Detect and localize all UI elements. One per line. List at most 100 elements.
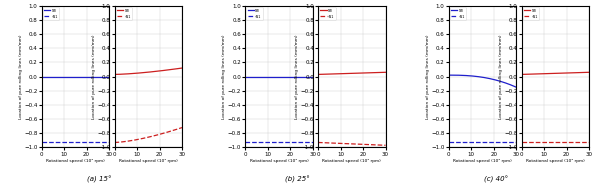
s₀ [518, 73, 525, 76]
·s₁ [518, 141, 525, 144]
Line: s₀: s₀ [318, 72, 386, 74]
·s₁ [105, 141, 112, 144]
Legend: s₀, ·s₁: s₀, ·s₁ [115, 7, 132, 20]
·s₁ [111, 141, 118, 144]
s₀ [371, 71, 378, 74]
Y-axis label: Location of pure rolling lines (mm/mm): Location of pure rolling lines (mm/mm) [223, 34, 226, 119]
s₀ [558, 72, 565, 74]
·s₁ [99, 141, 107, 144]
s₀ [518, 73, 525, 76]
·s₁ [558, 141, 565, 144]
s₀ [356, 72, 363, 74]
s₀ [38, 75, 45, 78]
s₀ [78, 75, 85, 78]
s₀ [79, 75, 86, 78]
Y-axis label: Location of pure rolling lines (mm/mm): Location of pure rolling lines (mm/mm) [92, 34, 96, 119]
s₀ [303, 75, 310, 78]
s₀ [315, 73, 322, 76]
Y-axis label: Location of pure rolling lines (mm/mm): Location of pure rolling lines (mm/mm) [295, 34, 299, 119]
s₀ [485, 77, 492, 80]
·s₁ [559, 141, 566, 144]
Legend: s₀, ·s₁: s₀, ·s₁ [450, 7, 466, 20]
s₀ [79, 75, 86, 78]
s₀ [152, 70, 159, 73]
s₀ [487, 77, 494, 80]
·s₁ [382, 144, 389, 146]
·s₁ [506, 141, 513, 144]
s₀ [283, 75, 290, 78]
s₀ [281, 75, 289, 78]
s₀ [282, 75, 289, 78]
·s₁ [281, 141, 289, 144]
·s₁ [575, 141, 582, 144]
s₀ [111, 73, 118, 76]
·s₁ [79, 141, 86, 144]
·s₁ [78, 141, 85, 144]
s₀ [506, 83, 513, 86]
·s₁ [585, 141, 593, 144]
s₀ [172, 68, 179, 70]
·s₁ [486, 141, 493, 144]
·s₁ [303, 141, 310, 144]
Text: (a) 15°: (a) 15° [87, 176, 111, 183]
·s₁ [95, 141, 102, 144]
·s₁ [371, 144, 378, 146]
X-axis label: Rotational speed (10² rpm): Rotational speed (10² rpm) [453, 159, 512, 163]
·s₁ [111, 141, 118, 144]
s₀ [375, 71, 383, 74]
·s₁ [315, 141, 322, 144]
Y-axis label: Location of pure rolling lines (mm/mm): Location of pure rolling lines (mm/mm) [18, 34, 23, 119]
·s₁ [485, 141, 492, 144]
X-axis label: Rotational speed (10² rpm): Rotational speed (10² rpm) [526, 159, 585, 163]
Text: (c) 40°: (c) 40° [484, 176, 508, 183]
s₀ [242, 75, 249, 78]
·s₁ [151, 135, 158, 137]
·s₁ [309, 141, 316, 144]
s₀ [99, 75, 107, 78]
s₀ [95, 75, 102, 78]
s₀ [502, 82, 509, 84]
s₀ [585, 71, 593, 74]
·s₁ [487, 141, 494, 144]
s₀ [168, 68, 175, 71]
·s₁ [355, 143, 362, 145]
·s₁ [168, 130, 175, 132]
s₀ [513, 86, 520, 88]
Legend: s₀, ·s₁: s₀, ·s₁ [522, 7, 539, 20]
·s₁ [282, 141, 289, 144]
Legend: s₀, ·s₁: s₀, ·s₁ [319, 7, 336, 20]
s₀ [105, 75, 112, 78]
·s₁ [79, 141, 86, 144]
·s₁ [178, 126, 186, 129]
·s₁ [38, 141, 45, 144]
s₀ [445, 74, 452, 76]
·s₁ [355, 143, 362, 145]
s₀ [178, 67, 186, 69]
s₀ [315, 73, 322, 76]
·s₁ [375, 144, 383, 146]
s₀ [355, 72, 362, 74]
Y-axis label: Location of pure rolling lines (mm/mm): Location of pure rolling lines (mm/mm) [499, 34, 503, 119]
·s₁ [445, 141, 452, 144]
·s₁ [242, 141, 249, 144]
s₀ [309, 75, 316, 78]
X-axis label: Rotational speed (10² rpm): Rotational speed (10² rpm) [249, 159, 308, 163]
·s₁ [518, 141, 525, 144]
X-axis label: Rotational speed (10² rpm): Rotational speed (10² rpm) [322, 159, 381, 163]
Line: ·s₁: ·s₁ [318, 143, 386, 145]
·s₁ [299, 141, 306, 144]
·s₁ [579, 141, 586, 144]
Legend: s₀, ·s₁: s₀, ·s₁ [43, 7, 59, 20]
Line: ·s₁: ·s₁ [114, 128, 182, 143]
s₀ [445, 74, 452, 76]
Line: s₀: s₀ [114, 68, 182, 74]
s₀ [151, 70, 158, 73]
s₀ [242, 75, 249, 78]
·s₁ [152, 134, 159, 136]
Line: s₀: s₀ [522, 72, 589, 74]
s₀ [575, 71, 582, 74]
s₀ [486, 77, 493, 80]
s₀ [579, 71, 586, 74]
·s₁ [172, 129, 179, 131]
s₀ [38, 75, 45, 78]
